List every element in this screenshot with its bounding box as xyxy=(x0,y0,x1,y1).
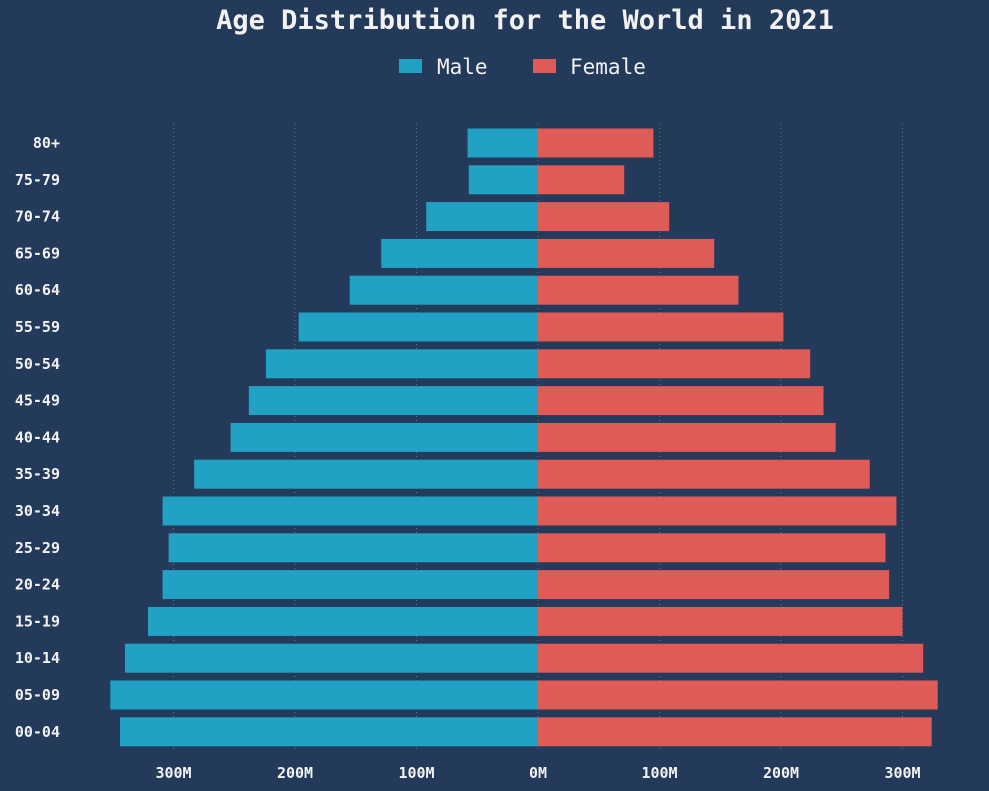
bar-male-10-14 xyxy=(124,643,539,673)
y-tick-label: 25-29 xyxy=(15,539,60,557)
bar-female-20-24 xyxy=(538,570,890,600)
x-tick-label: 0M xyxy=(529,764,547,782)
x-tick-label: 200M xyxy=(277,764,313,782)
y-tick-label: 55-59 xyxy=(15,318,60,336)
x-tick-label: 100M xyxy=(641,764,677,782)
legend-label-male: Male xyxy=(437,55,488,79)
y-tick-label: 45-49 xyxy=(15,392,60,410)
y-tick-label: 00-04 xyxy=(15,723,60,741)
x-tick-label: 300M xyxy=(884,764,920,782)
y-tick-label: 10-14 xyxy=(15,649,60,667)
x-tick-label: 300M xyxy=(155,764,191,782)
y-tick-label: 20-24 xyxy=(15,576,60,594)
y-tick-label: 15-19 xyxy=(15,612,60,630)
bar-male-75-79 xyxy=(468,165,538,195)
bar-male-00-04 xyxy=(120,717,538,747)
y-tick-label: 40-44 xyxy=(15,428,60,446)
bar-female-30-34 xyxy=(538,496,897,526)
bar-female-05-09 xyxy=(538,680,938,710)
bar-male-30-34 xyxy=(162,496,538,526)
bar-male-50-54 xyxy=(265,349,538,379)
legend-swatch-male xyxy=(399,59,422,73)
legend-label-female: Female xyxy=(570,55,646,79)
y-tick-label: 70-74 xyxy=(15,208,60,226)
bar-female-00-04 xyxy=(538,717,932,747)
y-tick-label: 80+ xyxy=(33,134,60,152)
y-tick-label: 65-69 xyxy=(15,244,60,262)
bar-male-80+ xyxy=(467,128,538,158)
bar-male-35-39 xyxy=(194,459,538,489)
legend: Male Female xyxy=(399,55,646,79)
bar-male-55-59 xyxy=(298,312,538,342)
bar-male-45-49 xyxy=(248,386,538,416)
bar-male-40-44 xyxy=(230,422,539,452)
bar-female-10-14 xyxy=(538,643,924,673)
bar-female-50-54 xyxy=(538,349,811,379)
bar-female-45-49 xyxy=(538,386,824,416)
y-tick-label: 60-64 xyxy=(15,281,60,299)
bar-male-25-29 xyxy=(168,533,538,563)
bar-male-70-74 xyxy=(426,202,538,232)
x-axis-labels: 300M 200M 100M 0M 100M 200M 300M xyxy=(155,764,920,782)
bar-female-35-39 xyxy=(538,459,870,489)
legend-swatch-female xyxy=(533,59,556,73)
bar-female-60-64 xyxy=(538,275,739,305)
bar-male-60-64 xyxy=(349,275,538,305)
bars xyxy=(110,128,938,747)
bar-female-55-59 xyxy=(538,312,784,342)
bar-female-80+ xyxy=(538,128,654,158)
bar-female-15-19 xyxy=(538,606,903,636)
bar-female-65-69 xyxy=(538,238,715,268)
bar-male-05-09 xyxy=(110,680,538,710)
bar-female-75-79 xyxy=(538,165,625,195)
bar-female-70-74 xyxy=(538,202,670,232)
bar-male-20-24 xyxy=(162,570,538,600)
y-tick-label: 50-54 xyxy=(15,355,60,373)
x-tick-label: 200M xyxy=(763,764,799,782)
y-tick-label: 75-79 xyxy=(15,171,60,189)
x-tick-label: 100M xyxy=(398,764,434,782)
y-tick-label: 05-09 xyxy=(15,686,60,704)
chart-title: Age Distribution for the World in 2021 xyxy=(216,5,834,36)
bar-male-15-19 xyxy=(147,606,539,636)
y-tick-label: 35-39 xyxy=(15,465,60,483)
bar-male-65-69 xyxy=(381,238,538,268)
bar-female-40-44 xyxy=(538,422,836,452)
bar-female-25-29 xyxy=(538,533,886,563)
y-axis-labels: 80+ 75-79 70-74 65-69 60-64 55-59 50-54 45-49 40… xyxy=(15,134,60,741)
y-tick-label: 30-34 xyxy=(15,502,60,520)
